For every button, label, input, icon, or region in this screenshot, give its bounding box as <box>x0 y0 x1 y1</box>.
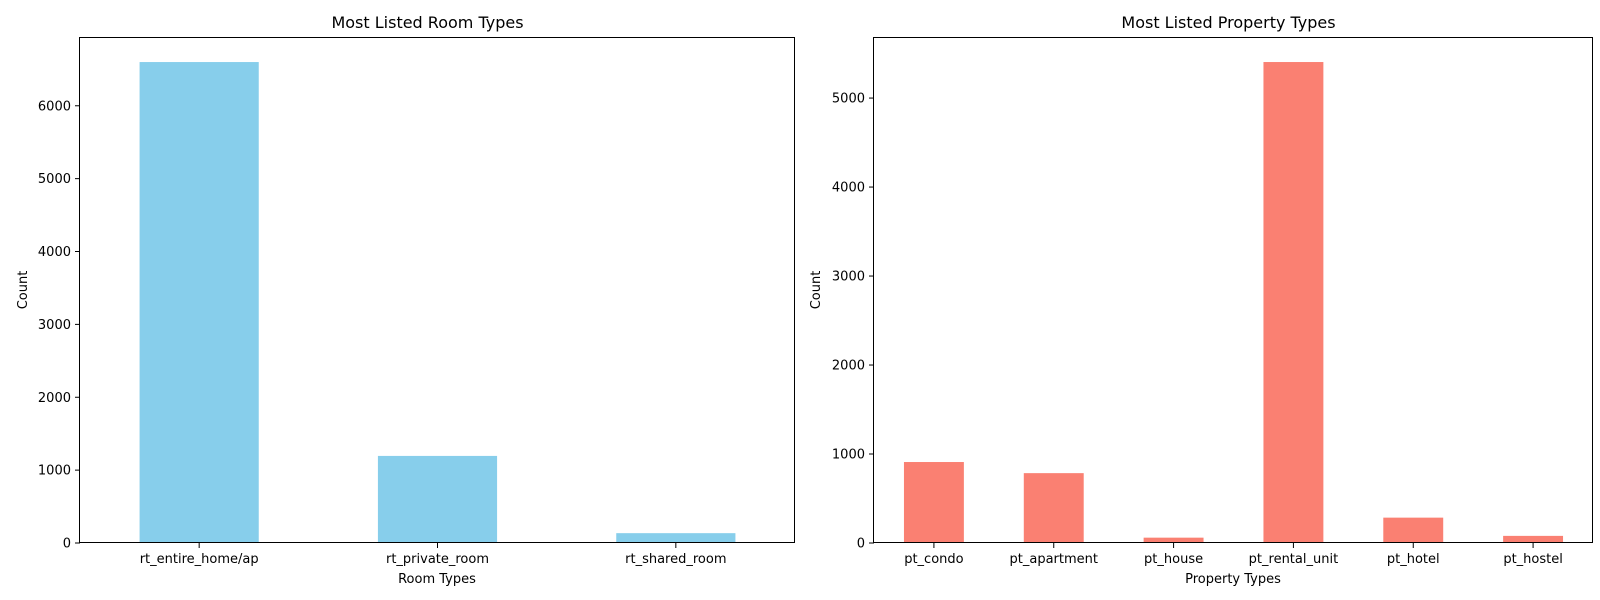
y-tick-label: 5000 <box>38 172 71 187</box>
plot-frame <box>873 37 1593 543</box>
x-tick-label: rt_entire_home/ap <box>140 552 259 567</box>
bar <box>1263 62 1324 544</box>
y-axis-label: Count <box>809 271 824 310</box>
bar <box>377 455 498 543</box>
y-tick-label: 3000 <box>38 318 71 333</box>
x-tick-label: pt_apartment <box>1010 552 1098 567</box>
y-tick-label: 2000 <box>832 359 865 374</box>
x-axis-label: Property Types <box>1185 572 1281 587</box>
bar <box>1383 517 1444 543</box>
y-tick-label: 4000 <box>38 245 71 260</box>
bar <box>1503 535 1564 543</box>
x-tick-label: pt_hostel <box>1503 552 1563 567</box>
x-axis-label: Room Types <box>398 572 476 587</box>
bar <box>1143 537 1204 543</box>
y-tick-label: 5000 <box>832 92 865 107</box>
y-tick-label: 3000 <box>832 270 865 285</box>
x-tick-label: pt_condo <box>904 552 963 567</box>
x-tick-label: rt_shared_room <box>625 552 726 567</box>
plot-frame <box>79 37 795 543</box>
x-tick-label: rt_private_room <box>386 552 489 567</box>
bar <box>139 62 259 544</box>
y-axis-label: Count <box>16 271 31 310</box>
chart-title: Most Listed Room Types <box>331 13 523 32</box>
property-types-chart: Most Listed Property Types 0 1000 2000 3000… <box>809 13 1593 587</box>
bar <box>903 462 964 543</box>
y-tick-label: 0 <box>63 537 71 552</box>
x-tick-label: pt_hotel <box>1387 552 1440 567</box>
y-tick-label: 1000 <box>38 464 71 479</box>
room-types-chart: Most Listed Room Types 0 1000 2000 3000 4000… <box>16 13 795 587</box>
bar <box>1023 473 1084 543</box>
y-tick-label: 1000 <box>832 448 865 463</box>
bar <box>616 533 736 543</box>
y-tick-label: 4000 <box>832 181 865 196</box>
x-tick-label: pt_house <box>1144 552 1203 567</box>
chart-title: Most Listed Property Types <box>1121 13 1335 32</box>
y-tick-label: 2000 <box>38 391 71 406</box>
y-tick-label: 6000 <box>38 99 71 114</box>
x-tick-label: pt_rental_unit <box>1249 552 1339 567</box>
y-tick-label: 0 <box>857 537 865 552</box>
